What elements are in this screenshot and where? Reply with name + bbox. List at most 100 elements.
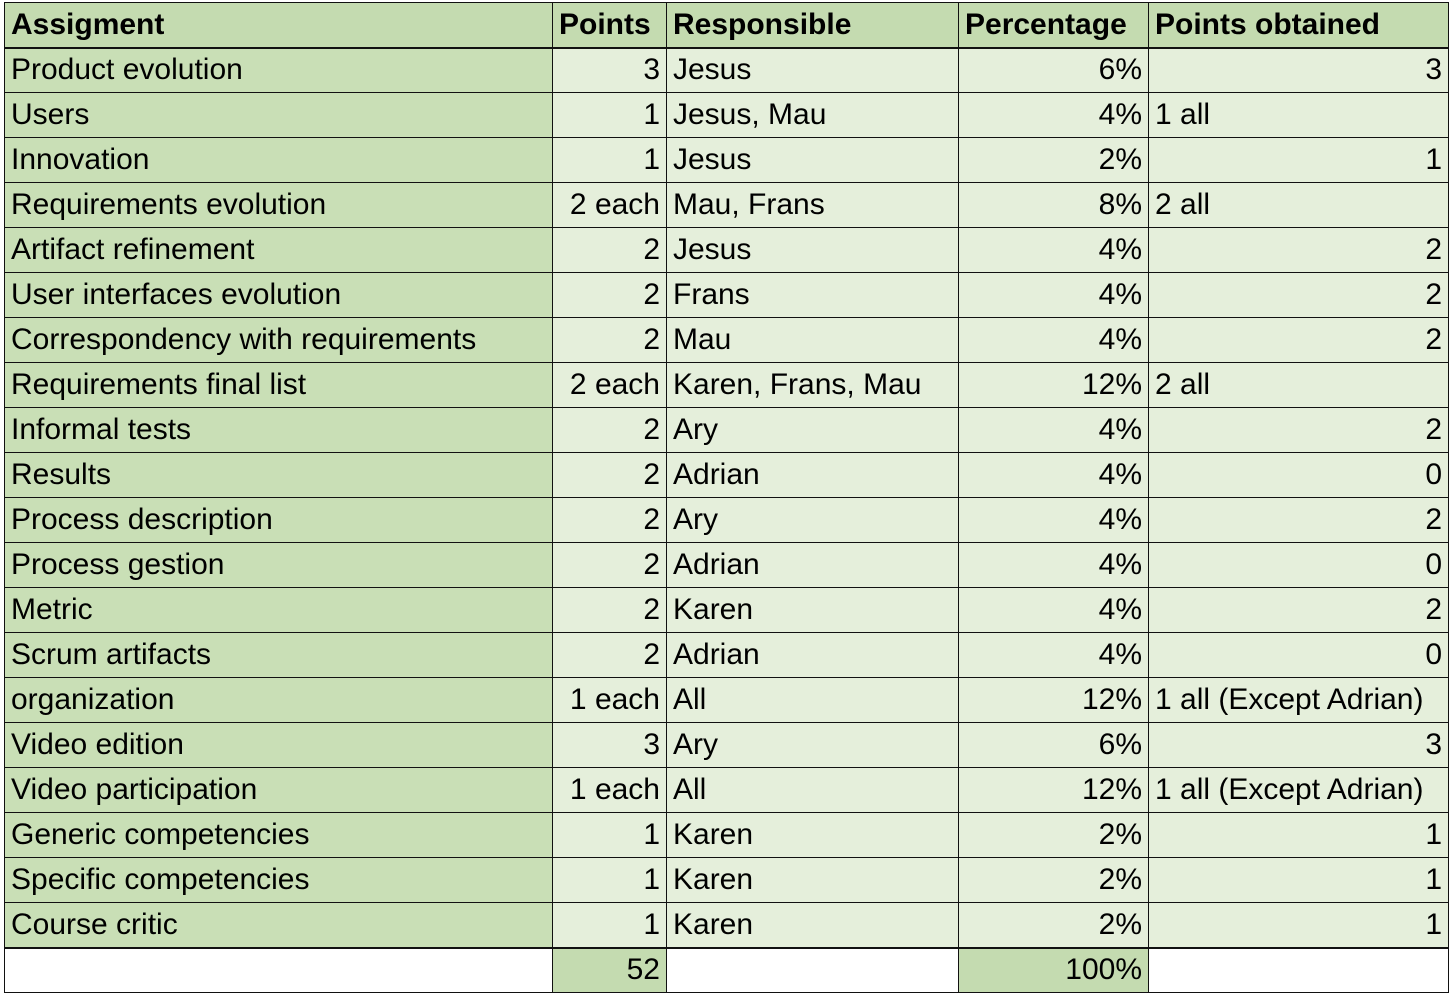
responsible-cell[interactable]: Jesus (666, 47, 959, 93)
header-assignment[interactable]: Assigment (4, 2, 553, 49)
percentage-cell[interactable]: 12% (958, 677, 1149, 723)
percentage-cell[interactable]: 4% (958, 542, 1149, 588)
percentage-cell[interactable]: 12% (958, 767, 1149, 813)
points-obtained-cell[interactable]: 1 all (1148, 92, 1449, 138)
responsible-cell[interactable]: Ary (666, 497, 959, 543)
points-cell[interactable]: 1 (552, 902, 667, 948)
points-cell[interactable]: 2 (552, 632, 667, 678)
total-percentage[interactable]: 100% (958, 946, 1149, 993)
points-obtained-cell[interactable]: 1 (1148, 137, 1449, 183)
assignment-cell[interactable]: Artifact refinement (4, 227, 553, 273)
points-obtained-cell[interactable]: 2 (1148, 227, 1449, 273)
points-obtained-cell[interactable]: 2 (1148, 272, 1449, 318)
responsible-cell[interactable]: Adrian (666, 542, 959, 588)
assignment-cell[interactable]: Video participation (4, 767, 553, 813)
percentage-cell[interactable]: 6% (958, 722, 1149, 768)
points-cell[interactable]: 2 (552, 587, 667, 633)
assignment-cell[interactable]: Scrum artifacts (4, 632, 553, 678)
totals-empty-cell[interactable] (1148, 946, 1449, 993)
assignment-cell[interactable]: Process gestion (4, 542, 553, 588)
points-obtained-cell[interactable]: 1 all (Except Adrian) (1148, 767, 1449, 813)
responsible-cell[interactable]: Karen (666, 902, 959, 948)
percentage-cell[interactable]: 4% (958, 92, 1149, 138)
percentage-cell[interactable]: 4% (958, 227, 1149, 273)
responsible-cell[interactable]: All (666, 767, 959, 813)
assignment-cell[interactable]: Innovation (4, 137, 553, 183)
points-obtained-cell[interactable]: 0 (1148, 542, 1449, 588)
percentage-cell[interactable]: 2% (958, 137, 1149, 183)
assignment-cell[interactable]: Correspondency with requirements (4, 317, 553, 363)
points-cell[interactable]: 2 (552, 542, 667, 588)
points-obtained-cell[interactable]: 3 (1148, 722, 1449, 768)
assignment-cell[interactable]: Requirements evolution (4, 182, 553, 228)
assignment-cell[interactable]: Results (4, 452, 553, 498)
points-obtained-cell[interactable]: 2 (1148, 587, 1449, 633)
assignment-cell[interactable]: Informal tests (4, 407, 553, 453)
assignment-cell[interactable]: User interfaces evolution (4, 272, 553, 318)
responsible-cell[interactable]: Ary (666, 407, 959, 453)
responsible-cell[interactable]: Karen (666, 812, 959, 858)
points-cell[interactable]: 1 each (552, 677, 667, 723)
points-obtained-cell[interactable]: 1 (1148, 812, 1449, 858)
assignment-cell[interactable]: Course critic (4, 902, 553, 948)
percentage-cell[interactable]: 4% (958, 317, 1149, 363)
responsible-cell[interactable]: Jesus (666, 137, 959, 183)
points-cell[interactable]: 1 (552, 92, 667, 138)
points-obtained-cell[interactable]: 2 (1148, 317, 1449, 363)
points-cell[interactable]: 1 (552, 137, 667, 183)
responsible-cell[interactable]: Adrian (666, 452, 959, 498)
points-cell[interactable]: 3 (552, 47, 667, 93)
points-cell[interactable]: 1 (552, 812, 667, 858)
responsible-cell[interactable]: Frans (666, 272, 959, 318)
points-obtained-cell[interactable]: 3 (1148, 47, 1449, 93)
responsible-cell[interactable]: Jesus (666, 227, 959, 273)
percentage-cell[interactable]: 4% (958, 587, 1149, 633)
points-cell[interactable]: 2 each (552, 362, 667, 408)
points-cell[interactable]: 2 (552, 272, 667, 318)
percentage-cell[interactable]: 6% (958, 47, 1149, 93)
percentage-cell[interactable]: 2% (958, 812, 1149, 858)
percentage-cell[interactable]: 2% (958, 902, 1149, 948)
percentage-cell[interactable]: 4% (958, 497, 1149, 543)
assignment-cell[interactable]: Product evolution (4, 47, 553, 93)
assignment-cell[interactable]: Generic competencies (4, 812, 553, 858)
points-obtained-cell[interactable]: 2 (1148, 497, 1449, 543)
points-cell[interactable]: 2 (552, 317, 667, 363)
points-cell[interactable]: 3 (552, 722, 667, 768)
percentage-cell[interactable]: 4% (958, 632, 1149, 678)
assignment-cell[interactable]: Metric (4, 587, 553, 633)
points-cell[interactable]: 1 each (552, 767, 667, 813)
responsible-cell[interactable]: Karen (666, 857, 959, 903)
percentage-cell[interactable]: 12% (958, 362, 1149, 408)
points-obtained-cell[interactable]: 2 (1148, 407, 1449, 453)
points-obtained-cell[interactable]: 0 (1148, 632, 1449, 678)
points-cell[interactable]: 2 (552, 497, 667, 543)
header-percentage[interactable]: Percentage (958, 2, 1149, 49)
percentage-cell[interactable]: 4% (958, 407, 1149, 453)
points-obtained-cell[interactable]: 1 (1148, 902, 1449, 948)
percentage-cell[interactable]: 8% (958, 182, 1149, 228)
points-obtained-cell[interactable]: 1 all (Except Adrian) (1148, 677, 1449, 723)
percentage-cell[interactable]: 2% (958, 857, 1149, 903)
total-points[interactable]: 52 (552, 946, 667, 993)
points-cell[interactable]: 2 (552, 227, 667, 273)
responsible-cell[interactable]: Karen (666, 587, 959, 633)
header-responsible[interactable]: Responsible (666, 2, 959, 49)
totals-empty-cell[interactable] (666, 946, 959, 993)
responsible-cell[interactable]: Karen, Frans, Mau (666, 362, 959, 408)
assignment-cell[interactable]: Video edition (4, 722, 553, 768)
assignment-cell[interactable]: Users (4, 92, 553, 138)
header-points[interactable]: Points (552, 2, 667, 49)
points-obtained-cell[interactable]: 1 (1148, 857, 1449, 903)
responsible-cell[interactable]: Mau, Frans (666, 182, 959, 228)
responsible-cell[interactable]: Adrian (666, 632, 959, 678)
assignment-cell[interactable]: Specific competencies (4, 857, 553, 903)
points-obtained-cell[interactable]: 2 all (1148, 182, 1449, 228)
points-cell[interactable]: 2 each (552, 182, 667, 228)
assignment-cell[interactable]: Process description (4, 497, 553, 543)
points-cell[interactable]: 2 (552, 452, 667, 498)
points-obtained-cell[interactable]: 2 all (1148, 362, 1449, 408)
assignment-cell[interactable]: Requirements final list (4, 362, 553, 408)
points-obtained-cell[interactable]: 0 (1148, 452, 1449, 498)
points-cell[interactable]: 1 (552, 857, 667, 903)
